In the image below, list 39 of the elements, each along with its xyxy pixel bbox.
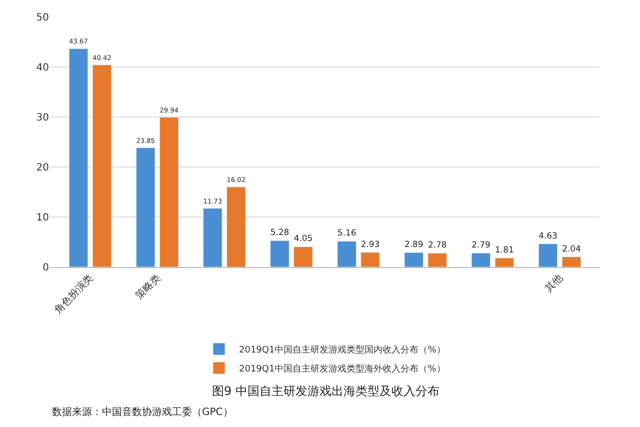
y-tick-label: 40 [36, 62, 49, 74]
data-label: 5.16 [337, 228, 356, 238]
data-label: 2.04 [562, 243, 581, 254]
bar [226, 186, 246, 267]
bar [337, 240, 356, 267]
bar [404, 252, 424, 267]
data-label: 2.78 [428, 240, 447, 250]
data-label: 2.89 [404, 239, 424, 250]
data-label: 4.05 [294, 233, 313, 244]
y-tick-label: 10 [36, 212, 49, 224]
data-label: 5.28 [270, 227, 290, 238]
bar [428, 252, 447, 267]
bar [136, 148, 156, 267]
legend-label: 2019Q1中国自主研发游戏类型海外收入分布（%） [239, 364, 446, 375]
data-label: 4.63 [538, 230, 558, 240]
x-tick-label: 策略类 [133, 272, 163, 302]
y-tick-label: 0 [42, 262, 49, 274]
y-tick-label: 30 [36, 112, 49, 124]
x-tick-label: 角色扮演类 [52, 272, 96, 316]
legend-label: 2019Q1中国自主研发游戏类型国内收入分布（%） [239, 344, 446, 356]
bar [494, 258, 514, 267]
x-tick-label: 其他 [542, 272, 566, 295]
data-label: 2.79 [472, 240, 490, 250]
bar [203, 208, 222, 267]
y-tick-label: 20 [36, 162, 49, 174]
data-label: 2.93 [360, 238, 380, 249]
bar [270, 240, 290, 267]
y-tick-label: 50 [36, 12, 49, 24]
bar [360, 252, 380, 267]
bar [562, 256, 582, 267]
bar [92, 64, 112, 267]
text: 图9 中国自主研发游戏出海类型及收入分布 [212, 384, 440, 398]
data-label: 1.81 [495, 244, 514, 254]
bar [471, 252, 491, 267]
bar [294, 246, 313, 267]
bar [159, 117, 179, 267]
source-note: 数据来源：中国音数协游戏工委（GPC） [52, 406, 233, 418]
bar [538, 244, 558, 267]
bar [68, 48, 88, 267]
